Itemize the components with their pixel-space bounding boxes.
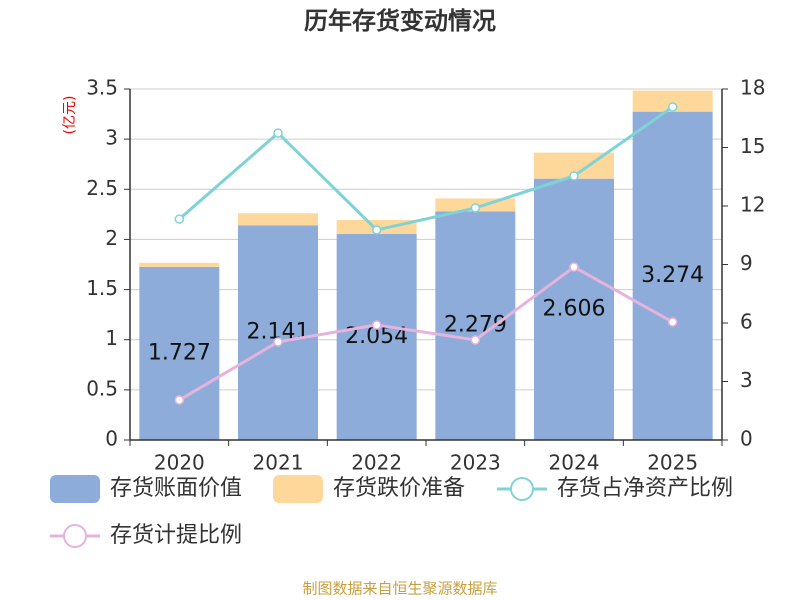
y-tick-label: 2 [105,226,118,250]
y-tick-label: 3 [105,126,118,150]
line-point [470,335,481,345]
y-tick-label: 2.5 [86,176,118,200]
y-tick-label: 1.5 [86,276,118,300]
y2-tick-label: 18 [740,76,765,100]
bar-segment [632,90,713,112]
line-point [174,395,185,405]
y-axis-label: (亿元) [62,96,78,135]
bar-segment [435,211,516,440]
line-point [667,102,678,112]
line-point [569,262,579,272]
line-point [470,203,481,213]
bar-segment [632,111,713,440]
legend-label: 存货账面价值 [110,476,242,501]
x-tick-label: 2023 [450,451,501,475]
data-label: 1.727 [148,340,211,365]
legend-swatch [273,475,323,503]
x-tick-label: 2021 [253,451,304,475]
y2-tick-label: 15 [740,134,765,158]
x-tick-label: 2025 [647,451,698,475]
line-point [174,214,185,224]
line-point [667,317,678,327]
legend-marker [510,477,534,501]
legend-label: 存货跌价准备 [333,476,465,501]
legend-marker [63,524,87,548]
line [178,105,674,232]
x-tick-label: 2024 [549,451,600,475]
source-note: 制图数据来自恒生聚源数据库 [302,580,497,598]
data-label: 3.274 [641,263,704,288]
y-tick-label: 0 [105,427,118,451]
line-point [569,171,579,181]
bar-segment [336,234,417,440]
bar-segment [238,213,318,226]
y2-tick-label: 6 [740,310,753,334]
x-tick-label: 2020 [154,451,205,475]
line-point [273,128,283,138]
bar-segment [139,262,220,267]
line-point [371,320,382,330]
legend-label: 存货占净资产比例 [557,476,733,501]
x-tick-label: 2022 [351,451,402,475]
legend-label: 存货计提比例 [110,523,242,548]
y2-tick-label: 0 [740,427,753,451]
line-point [371,225,382,235]
chart-title: 历年存货变动情况 [304,7,496,35]
y2-tick-label: 9 [740,251,753,275]
bar-segment [238,225,318,440]
bar-segment [534,178,614,440]
y2-tick-label: 12 [740,193,765,217]
bar-segment [139,266,220,440]
line-point [273,337,283,347]
legend-swatch [50,475,100,503]
y-tick-label: 0.5 [86,376,118,400]
y-tick-label: 3.5 [86,76,118,100]
y-tick-label: 1 [105,326,118,350]
data-label: 2.606 [543,296,606,321]
y2-tick-label: 3 [740,368,753,392]
line [178,265,674,402]
